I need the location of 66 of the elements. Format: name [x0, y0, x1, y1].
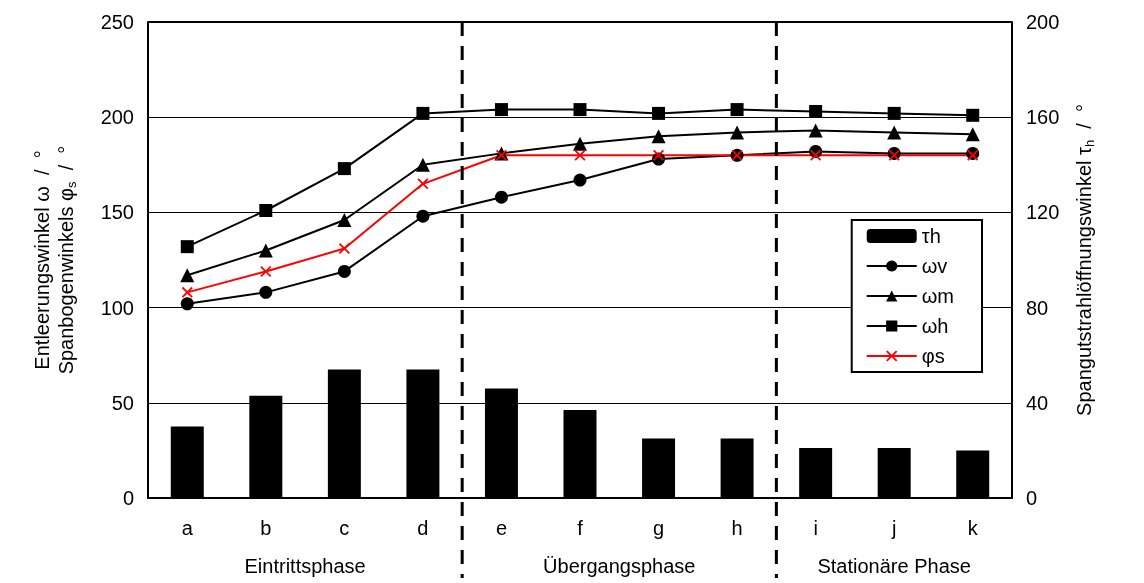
point: [652, 106, 666, 120]
legend-label: φs: [921, 345, 945, 367]
point: [808, 123, 823, 138]
legend-label: ωh: [921, 315, 949, 337]
y2-tick-label: 40: [1026, 391, 1049, 414]
legend-label: ωm: [921, 285, 955, 307]
y-tick-label: 200: [100, 106, 134, 129]
point: [573, 103, 587, 117]
y-tick-label: 100: [100, 296, 134, 319]
y-tick-label: 50: [111, 391, 134, 414]
x-tick-label: f: [577, 517, 584, 539]
point: [337, 162, 351, 176]
text: Übergangsphase: [543, 555, 696, 577]
point: [574, 149, 586, 161]
point: [258, 243, 273, 258]
point: [180, 268, 195, 283]
x-tick-label: b: [260, 517, 272, 539]
y2-axis-title: Spangutstrahlöffnungswinkel τh / °: [1073, 104, 1097, 416]
point: [180, 240, 194, 254]
y2-tick-label: 80: [1026, 296, 1049, 319]
point: [338, 243, 350, 255]
y2-tick-label: 200: [1026, 11, 1060, 33]
x-tick-label: g: [652, 517, 665, 539]
x-tick-label: j: [890, 517, 897, 539]
point: [730, 103, 744, 117]
y2-tick-label: 160: [1026, 106, 1060, 129]
point: [810, 149, 822, 161]
point: [416, 209, 430, 223]
point: [494, 190, 508, 204]
point: [337, 213, 352, 228]
x-tick-label: a: [181, 517, 194, 539]
y-tick-label: 250: [100, 11, 134, 33]
point: [966, 108, 980, 122]
point: [809, 104, 823, 118]
point: [181, 286, 193, 298]
y2-tick-label: 0: [1026, 487, 1038, 509]
y2-tick-label: 120: [1026, 201, 1060, 224]
legend-label: τh: [921, 225, 941, 247]
point: [494, 103, 508, 117]
text: Stationäre Phase: [817, 555, 971, 577]
point: [417, 178, 429, 190]
x-tick-label: h: [731, 517, 743, 539]
point: [180, 297, 194, 311]
point: [259, 285, 273, 299]
point: [573, 136, 587, 151]
point: [415, 157, 430, 172]
y-tick-label: 150: [100, 201, 134, 224]
x-tick-label: d: [417, 517, 429, 539]
x-tick-label: e: [495, 517, 508, 539]
x-tick-label: i: [813, 517, 818, 539]
point: [651, 129, 666, 144]
text: Eintrittsphase: [244, 555, 366, 577]
legend-label: ωv: [921, 255, 948, 277]
point: [887, 125, 902, 140]
point: [653, 149, 665, 161]
point: [416, 106, 430, 120]
x-tick-label: k: [967, 517, 979, 539]
y-tick-label: 0: [122, 487, 134, 509]
point: [573, 173, 587, 187]
point: [259, 204, 273, 217]
point: [337, 264, 351, 278]
point: [730, 125, 745, 140]
point: [965, 127, 980, 142]
point: [887, 106, 901, 120]
x-tick-label: c: [339, 517, 350, 539]
point: [260, 265, 272, 277]
